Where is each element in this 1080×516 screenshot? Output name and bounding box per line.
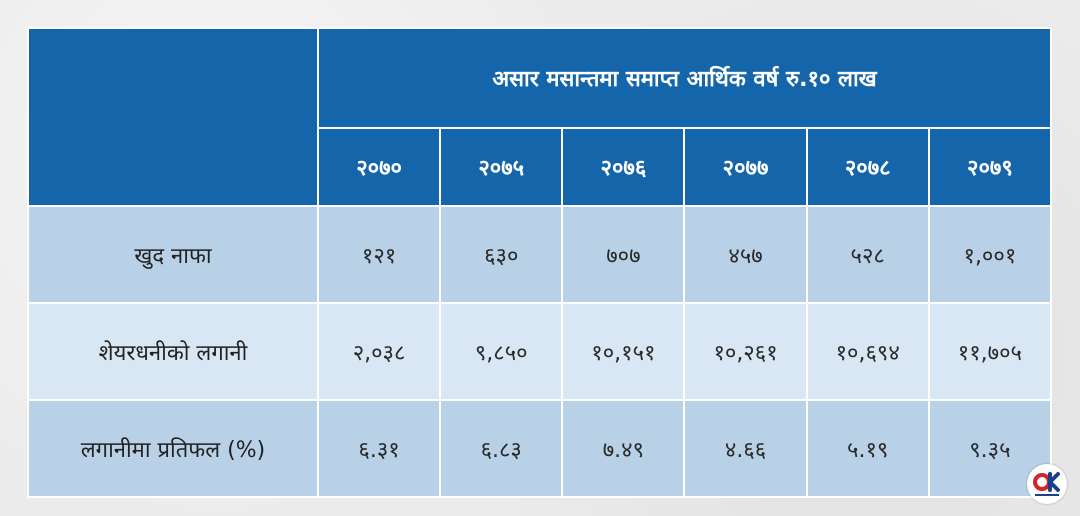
table-cell: ६.३१	[316, 399, 442, 498]
table-cell: १०,२६१	[683, 302, 808, 401]
table-cell: १२१	[316, 205, 442, 304]
table-cell: १०,१५१	[561, 302, 686, 401]
logo-mark	[1033, 472, 1060, 496]
table-cell: ५२८	[805, 205, 930, 304]
table-cell: २,०३८	[316, 302, 442, 401]
table-cell: ११,७०५	[927, 302, 1053, 401]
table-cell: ५.१९	[805, 399, 930, 498]
year-header: २०७६	[561, 127, 686, 207]
year-header: २०७७	[683, 127, 808, 207]
table-cell: ४.६६	[683, 399, 808, 498]
row-label: खुद नाफा	[27, 205, 319, 304]
year-header: २०७९	[927, 127, 1053, 207]
table-cell: ६.८३	[439, 399, 564, 498]
table-title: असार मसान्तमा समाप्त आर्थिक वर्ष रु.१० ल…	[317, 27, 1052, 129]
header-year-row: २०७० २०७५ २०७६ २०७७ २०७८ २०७९	[28, 127, 1053, 207]
table-cell: ६३०	[439, 205, 564, 304]
year-header: २०७८	[805, 127, 930, 207]
table-cell: १०,६९४	[805, 302, 930, 401]
table-cell: ९,८५०	[439, 302, 564, 401]
table-cell: १,००१	[927, 205, 1053, 304]
header-corner-cell	[27, 27, 319, 207]
header-title-row: असार मसान्तमा समाप्त आर्थिक वर्ष रु.१० ल…	[27, 27, 1052, 207]
table-row-return-on-investment: लगानीमा प्रतिफल (%) ६.३१ ६.८३ ७.४९ ४.६६ …	[27, 399, 1053, 498]
year-header: २०७५	[439, 127, 564, 207]
row-label: लगानीमा प्रतिफल (%)	[27, 399, 319, 498]
table-cell: ४५७	[683, 205, 808, 304]
row-label: शेयरधनीको लगानी	[27, 302, 319, 401]
table-row-net-profit: खुद नाफा १२१ ६३० ७०७ ४५७ ५२८ १,००१	[27, 205, 1053, 304]
table-row-shareholder-investment: शेयरधनीको लगानी २,०३८ ९,८५० १०,१५१ १०,२६…	[27, 302, 1053, 401]
table-cell: ७०७	[561, 205, 686, 304]
financial-table-container: असार मसान्तमा समाप्त आर्थिक वर्ष रु.१० ल…	[27, 27, 1053, 498]
financial-table: असार मसान्तमा समाप्त आर्थिक वर्ष रु.१० ल…	[27, 27, 1053, 498]
year-header: २०७०	[316, 127, 442, 207]
table-cell: ७.४९	[561, 399, 686, 498]
onlinekhabar-logo-icon	[1027, 464, 1067, 504]
